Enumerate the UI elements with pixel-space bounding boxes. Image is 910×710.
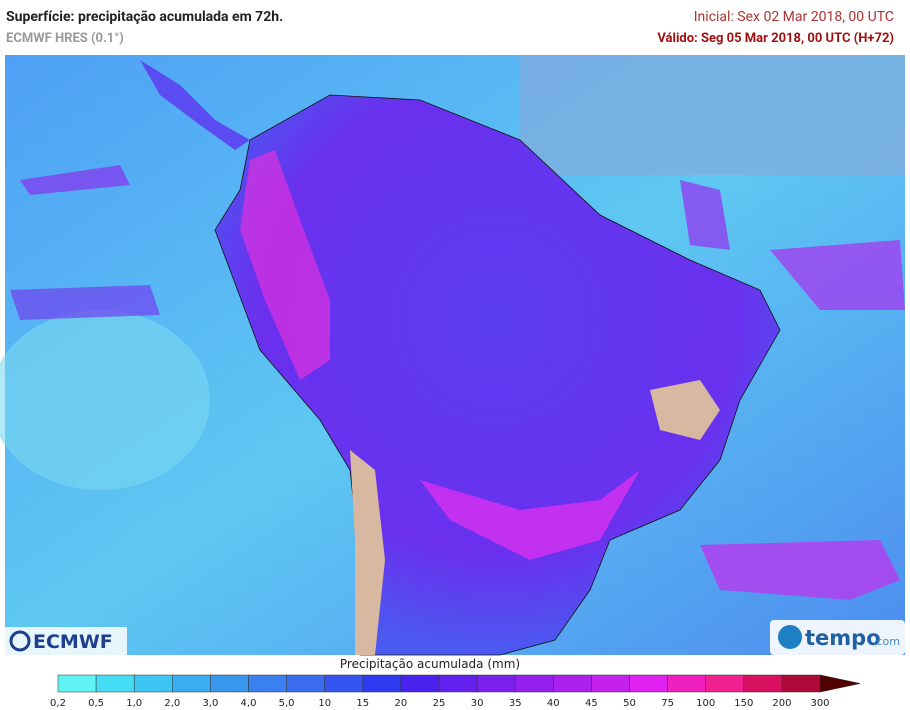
tick-label: 1,0 [126,698,142,709]
color-box [248,674,287,693]
tick-label: 45 [585,698,598,709]
color-box [514,674,554,693]
tick-label: 0,5 [88,698,104,709]
tick-label: 10 [318,698,331,709]
dry-area [520,55,905,175]
logo-suffix: .com [873,635,900,648]
color-box [667,674,706,693]
tick-label: 4,0 [241,698,257,709]
ecmwf-logo: ECMWF [5,627,127,655]
initial-time: Inicial: Sex 02 Mar 2018, 00 UTC [693,9,894,25]
color-arrow [819,674,861,693]
color-box [57,674,97,693]
tick-label: 2,0 [164,698,180,709]
color-box [400,674,440,693]
color-box [476,674,516,693]
color-box [743,674,783,693]
color-box [133,674,173,693]
color-box [553,674,592,693]
tick-label: 15 [356,698,369,709]
color-box [172,674,211,693]
color-box [95,674,135,693]
color-box [438,674,478,693]
title: Superfície: precipitação acumulada em 72… [6,9,284,25]
atlantic-rain [700,540,900,600]
model: ECMWF HRES (0.1°) [6,31,124,46]
color-box [362,674,402,693]
tick-label: 200 [772,698,791,709]
dry-patch [650,380,720,440]
color-box [781,674,821,693]
desert [350,450,385,655]
color-box [324,674,364,693]
tempo-logo: tempo .com [770,620,905,655]
tick-label: 35 [509,698,522,709]
tick-label: 25 [433,698,446,709]
tick-label: 3,0 [202,698,218,709]
central-america [140,60,250,150]
tick-label: 75 [661,698,674,709]
ocean-band [0,310,210,490]
atlantic-rain [770,240,905,310]
tick-label: 5,0 [279,698,295,709]
tick-label: 20 [395,698,408,709]
tick-label: 40 [547,698,560,709]
pacific-rain [10,285,160,320]
logo-text: tempo [805,626,881,650]
pacific-rain [20,165,130,195]
legend-label: Precipitação acumulada (mm) [340,657,520,671]
andes-rain [240,150,330,380]
color-box [629,674,668,693]
logo-text: ECMWF [33,631,113,653]
color-box [210,674,249,693]
tick-label: 300 [810,698,829,709]
colorbar: 0,2 0,5 1,0 2,0 3,0 4,0 5,0 10 15 20 25 30 35 40 45 50 7… [50,674,861,709]
valid-time: Válido: Seg 05 Mar 2018, 00 UTC (H+72) [657,31,894,46]
tick-label: 0,2 [50,698,66,709]
tick-label: 150 [734,698,753,709]
tick-label: 50 [623,698,636,709]
atlantic-rain [680,180,730,250]
color-box [286,674,325,693]
tick-label: 30 [471,698,484,709]
color-box [591,674,630,693]
color-box [705,674,745,693]
south-rain [420,470,640,560]
tick-label: 100 [696,698,715,709]
